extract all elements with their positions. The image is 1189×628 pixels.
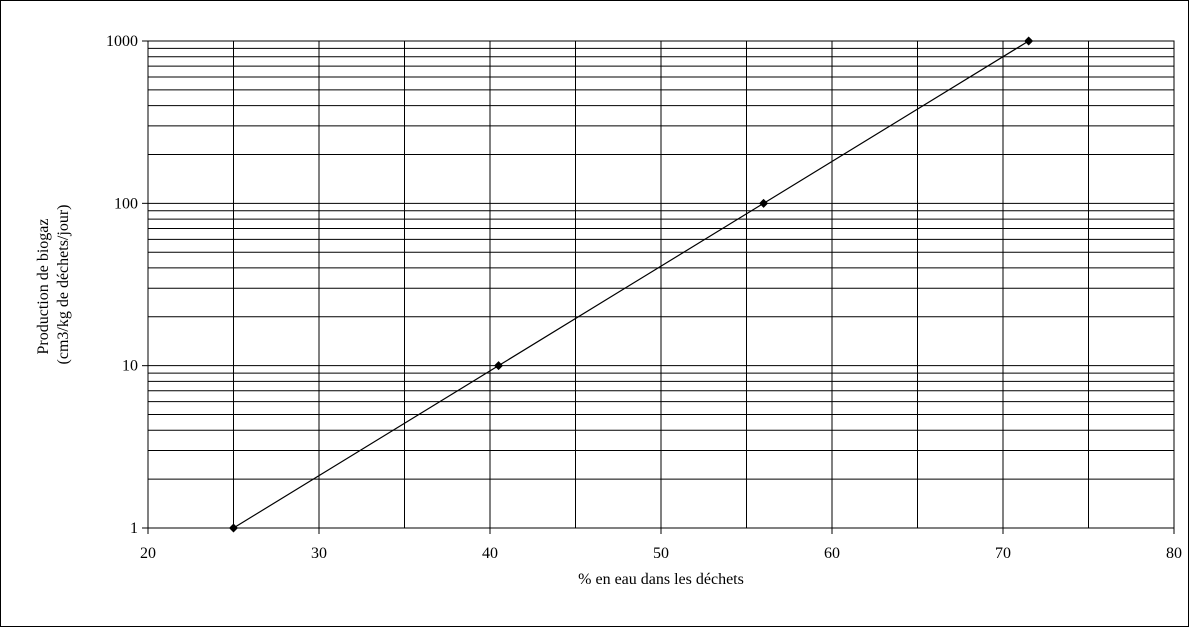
y-axis-label-line-2: (cm3/kg de déchets/jour) (55, 205, 72, 365)
x-tick-label: 40 (482, 545, 498, 562)
data-point-marker (1024, 36, 1034, 46)
y-tick-label: 1000 (106, 33, 138, 50)
series (229, 36, 1034, 533)
x-tick-label: 20 (140, 545, 156, 562)
data-point-marker (229, 523, 238, 533)
x-axis-label: % en eau dans les déchets (578, 571, 744, 588)
x-tick-label: 60 (824, 545, 840, 562)
x-tick-label: 30 (311, 545, 327, 562)
x-tick-label: 50 (653, 545, 669, 562)
y-tick-label: 10 (122, 358, 138, 375)
y-axis-label: Production de biogaz (cm3/kg de déchets/… (35, 205, 72, 365)
series-line (233, 40, 1029, 529)
y-tick-label: 100 (114, 195, 138, 212)
grid (147, 40, 1175, 529)
axis-ticks (142, 40, 1175, 534)
tick-labels: 20 30 40 50 60 70 80 1 10 100 1000 (106, 33, 1182, 562)
data-point-marker (759, 198, 769, 208)
data-point-marker (494, 361, 504, 371)
x-tick-label: 80 (1166, 545, 1182, 562)
y-tick-label: 1 (130, 520, 138, 537)
x-tick-label: 70 (995, 545, 1011, 562)
y-axis-label-line-1: Production de biogaz (35, 219, 52, 355)
